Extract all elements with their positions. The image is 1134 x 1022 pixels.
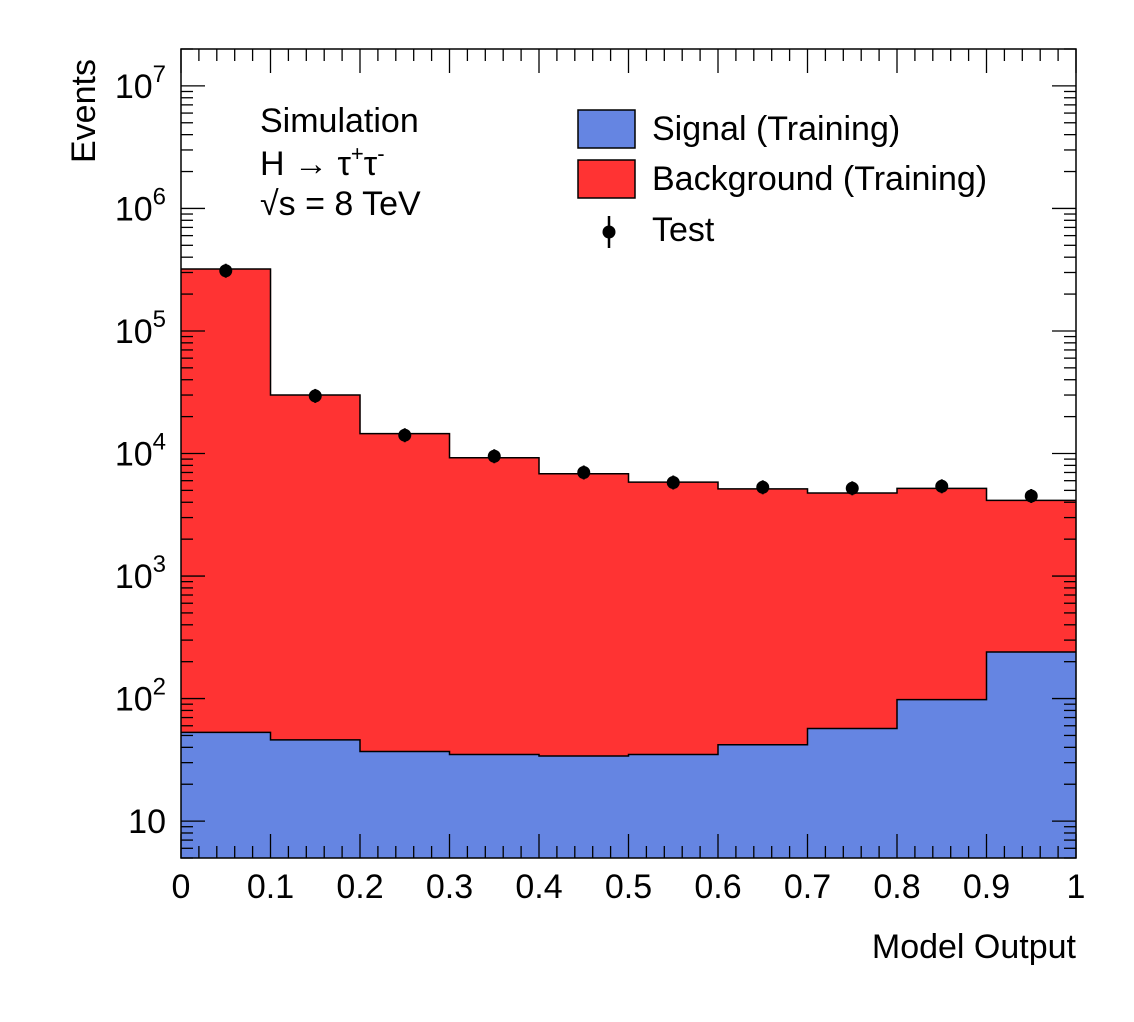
legend-swatch-background [577, 159, 636, 199]
x-tick-label-6: 0.6 [694, 868, 741, 906]
signal-bar-2 [360, 751, 451, 858]
signal-bar-1 [270, 739, 361, 858]
y-tick-label-5: 106 [115, 183, 166, 228]
annotation-simulation: Simulation [260, 102, 419, 140]
background-bar-6 [718, 488, 809, 745]
x-tick-label-10: 1 [1067, 868, 1086, 906]
x-tick-label-5: 0.5 [605, 868, 652, 906]
signal-bar-9 [986, 651, 1077, 858]
test-point-9 [1024, 489, 1038, 503]
y-tick-label-4: 105 [115, 306, 166, 351]
y-tick-label-2: 103 [115, 551, 166, 596]
test-point-6 [756, 480, 770, 494]
test-point-0 [219, 264, 233, 278]
y-tick-labels: 10 102 103 104 105 106 107 [115, 61, 166, 841]
legend-marker-test [602, 225, 616, 239]
signal-bar-6 [718, 744, 809, 858]
background-bar-4 [539, 473, 630, 756]
x-axis-label: Model Output [872, 928, 1077, 966]
annotation-process: H → τ+τ- [260, 141, 385, 183]
test-point-5 [666, 475, 680, 489]
background-bar-1 [270, 394, 361, 740]
x-tick-label-4: 0.4 [515, 868, 562, 906]
signal-bar-3 [449, 754, 540, 858]
legend-label-signal: Signal (Training) [652, 110, 900, 148]
legend: Signal (Training) Background (Training) … [577, 109, 987, 249]
legend-entry-test: Test [602, 211, 715, 249]
y-tick-label-1: 102 [115, 674, 166, 719]
background-bar-8 [897, 488, 988, 700]
background-outline [181, 268, 1076, 502]
legend-label-test: Test [652, 211, 715, 249]
signal-outline [181, 651, 1076, 757]
stacked-histogram [181, 268, 1077, 858]
signal-bar-7 [807, 728, 898, 858]
background-bar-2 [360, 433, 451, 752]
y-tick-label-3: 104 [115, 429, 166, 474]
y-tick-label-6: 107 [115, 61, 166, 106]
axes [180, 48, 1077, 859]
background-bar-3 [449, 457, 540, 755]
test-point-8 [935, 479, 949, 493]
legend-swatch-signal [577, 109, 636, 149]
test-point-4 [577, 465, 591, 479]
test-point-3 [487, 449, 501, 463]
test-points [219, 263, 1038, 503]
background-bar-0 [181, 269, 272, 733]
test-point-7 [845, 481, 859, 495]
legend-entry-background: Background (Training) [577, 159, 987, 199]
test-point-2 [398, 428, 412, 442]
background-bar-5 [628, 482, 719, 755]
background-bar-7 [807, 493, 898, 729]
legend-entry-signal: Signal (Training) [577, 109, 900, 149]
signal-bar-5 [628, 754, 719, 858]
x-tick-label-9: 0.9 [963, 868, 1010, 906]
test-point-1 [308, 389, 322, 403]
x-tick-label-8: 0.8 [873, 868, 920, 906]
legend-label-background: Background (Training) [652, 160, 987, 198]
annotation-energy: √s = 8 TeV [260, 185, 421, 223]
signal-bar-4 [539, 755, 630, 858]
x-tick-labels: 0 0.1 0.2 0.3 0.4 0.5 0.6 0.7 0.8 0.9 1 [172, 868, 1086, 906]
signal-bar-8 [897, 699, 988, 858]
y-axis-label: Events [65, 59, 103, 163]
x-tick-label-7: 0.7 [784, 868, 831, 906]
y-tick-label-0: 10 [128, 803, 166, 841]
x-tick-label-2: 0.2 [336, 868, 383, 906]
annotation: Simulation H → τ+τ- √s = 8 TeV [260, 102, 421, 223]
signal-bar-0 [181, 732, 272, 858]
x-tick-label-0: 0 [172, 868, 191, 906]
x-tick-label-3: 0.3 [426, 868, 473, 906]
x-tick-label-1: 0.1 [247, 868, 294, 906]
